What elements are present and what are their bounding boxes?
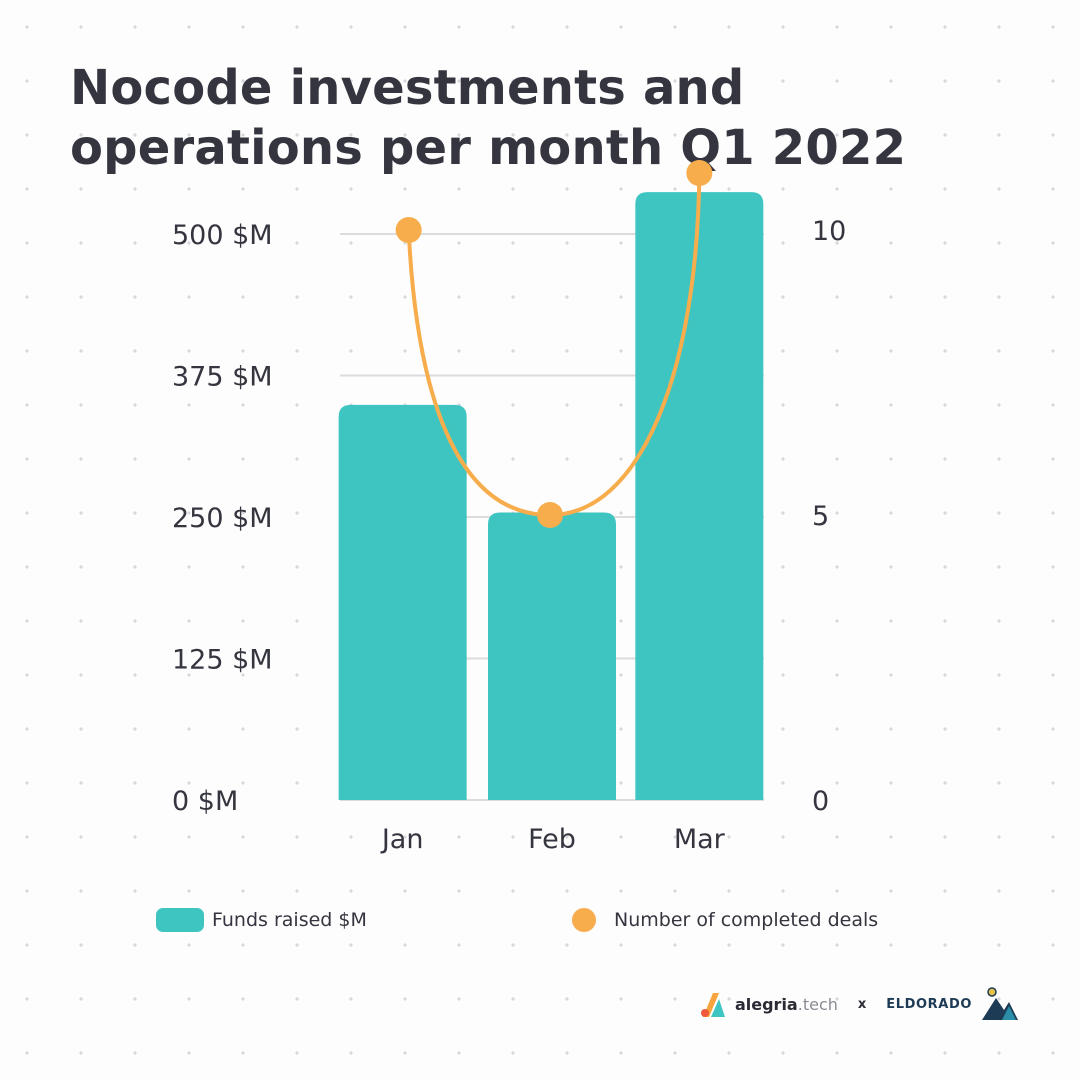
x-tick-label: Feb [528,824,576,855]
bar-mar [635,192,764,801]
left-tick-label: 250 $M [172,503,273,534]
logo-separator: x [857,996,867,1012]
eldorado-mountain-icon [982,987,1018,1020]
alegria-wordmark: alegria [734,994,798,1014]
alegria-wordmark-suffix: .tech [797,994,838,1014]
deals-point-feb [537,502,563,528]
legend-label-deals: Number of completed deals [614,909,879,931]
legend-dot-swatch [572,908,596,932]
alegria-logo: alegria.tech [699,989,838,1019]
alegria-mark-icon [700,993,725,1017]
x-tick-label: Jan [380,824,424,855]
left-tick-label: 125 $M [172,645,273,676]
left-tick-label: 500 $M [172,220,273,251]
right-tick-label: 10 [812,216,846,247]
bar-feb [488,512,616,800]
chart-title: Nocode investments and operations per mo… [70,60,907,176]
bar-jan [338,404,467,800]
left-tick-label: 0 $M [172,786,238,817]
eldorado-wordmark: ELDORADO [886,996,972,1012]
right-tick-label: 5 [812,501,829,532]
legend-bar-swatch [156,908,204,932]
left-tick-label: 375 $M [172,362,273,393]
axis-labels: 0 $M 125 $M 250 $M 375 $M 500 $M 0 5 10 Jan Feb Ma… [172,216,846,855]
footer-logos: alegria.tech x ELDORADO [699,982,1020,1026]
legend-item-funds: Funds raised $M [156,900,367,940]
legend-item-deals: Number of completed deals [572,900,878,940]
x-tick-label: Mar [674,824,726,855]
right-tick-label: 0 [812,786,829,817]
line-series [395,160,713,528]
deals-point-mar [686,160,713,186]
legend-label-funds: Funds raised $M [212,909,367,931]
bar-series [338,192,764,801]
deals-point-jan [395,217,422,243]
